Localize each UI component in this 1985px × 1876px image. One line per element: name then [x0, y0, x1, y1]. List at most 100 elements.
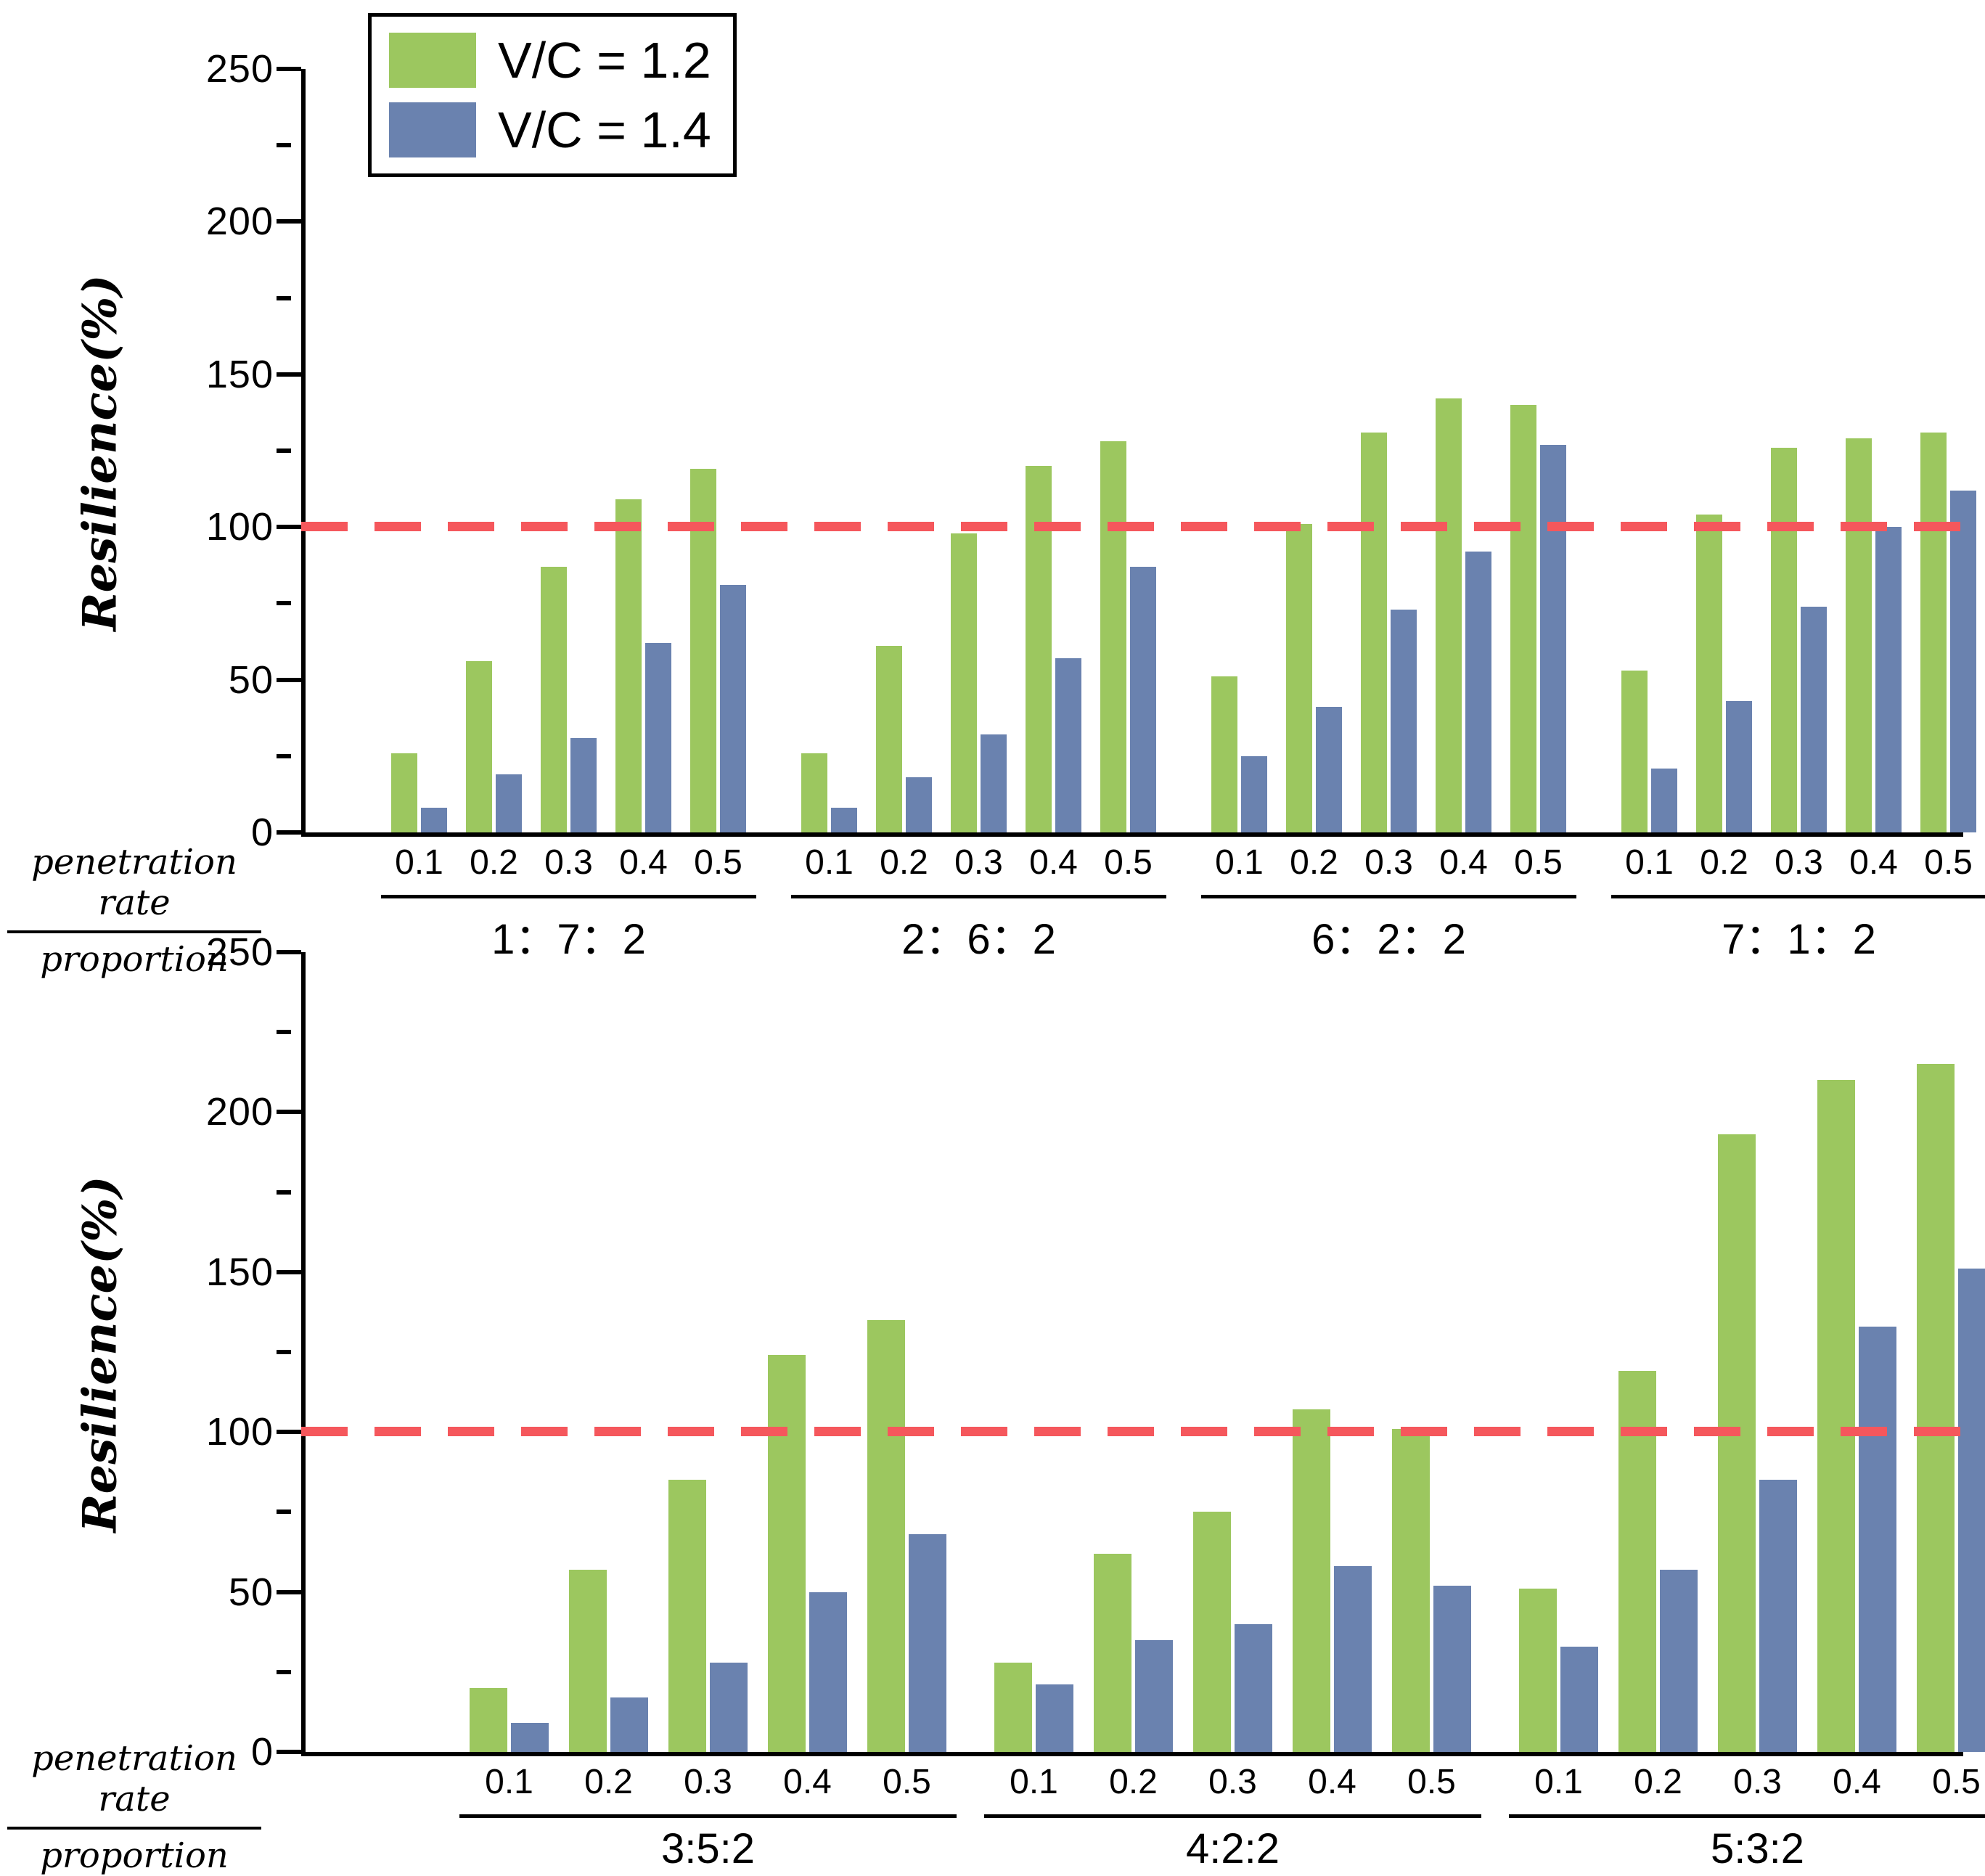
proportion-group: 0.1 0.2 0.3 0.4 0.5 2：6：2 — [791, 441, 1166, 963]
bar-vc14 — [1130, 566, 1156, 832]
group-proportion-label: 2：6：2 — [901, 916, 1056, 963]
bar-pair: 0.3 — [951, 533, 1007, 882]
bar-pair: 0.5 — [1917, 1064, 1985, 1801]
proportion-group: 0.1 0.2 0.3 0.4 0.5 7：1：2 — [1611, 432, 1985, 963]
bar-vc12 — [466, 661, 492, 832]
tick-mark — [277, 830, 301, 835]
penetration-rate-tick-label: 0.4 — [1029, 843, 1078, 882]
bar-pair: 0.3 — [668, 1480, 748, 1801]
legend-swatch-vc14-icon — [389, 102, 476, 157]
bar-pair: 0.2 — [876, 646, 932, 882]
penetration-rate-tick-label: 0.3 — [1733, 1763, 1782, 1801]
bar-vc14 — [1135, 1639, 1173, 1752]
tick-mark — [277, 601, 291, 606]
bar-vc12 — [1211, 676, 1237, 832]
group-underline — [1611, 895, 1985, 898]
bar-vc14 — [906, 777, 932, 832]
y-axis-tick-label: 250 — [205, 930, 274, 974]
penetration-rate-tick-label: 0.2 — [880, 843, 928, 882]
tick-mark — [277, 143, 291, 148]
bar-vc12 — [1718, 1134, 1756, 1752]
bar-vc14 — [496, 774, 522, 832]
penetration-rate-tick-label: 0.1 — [805, 843, 854, 882]
bar-vc14 — [570, 737, 597, 832]
bar-pair: 0.1 — [470, 1687, 549, 1801]
bar-vc12 — [1026, 466, 1052, 832]
bar-pair: 0.3 — [1193, 1512, 1272, 1801]
bar-vc14 — [1660, 1569, 1698, 1752]
tick-mark — [277, 1430, 301, 1435]
bar-pair: 0.2 — [569, 1569, 648, 1801]
bar-vc12 — [391, 753, 417, 832]
tick-mark — [277, 1189, 291, 1195]
bar-vc12 — [1100, 441, 1126, 832]
legend-label-vc12: V/C = 1.2 — [498, 32, 711, 89]
bar-vc14 — [981, 734, 1007, 832]
penetration-rate-tick-label: 0.4 — [783, 1763, 832, 1801]
group-underline — [984, 1814, 1481, 1818]
tick-mark — [277, 677, 301, 682]
bar-vc14 — [1950, 490, 1976, 832]
bar-pair: 0.5 — [1100, 441, 1156, 882]
reference-line-100 — [301, 522, 1963, 532]
bar-pair: 0.1 — [1211, 676, 1267, 882]
y-axis-tick-label: 250 — [205, 47, 274, 91]
bar-pair: 0.4 — [1293, 1409, 1372, 1801]
bar-pair: 0.4 — [1846, 438, 1902, 882]
penetration-rate-tick-label: 0.5 — [883, 1763, 931, 1801]
bar-vc14 — [831, 808, 857, 832]
group-underline — [1201, 895, 1576, 898]
bar-vc12 — [668, 1480, 706, 1752]
penetration-rate-tick-label: 0.2 — [1700, 843, 1748, 882]
y-axis-tick-label: 200 — [205, 200, 274, 244]
bar-vc14 — [1055, 658, 1081, 832]
penetration-rate-tick-label: 0.2 — [1634, 1763, 1682, 1801]
penetration-rate-tick-label: 0.4 — [1833, 1763, 1881, 1801]
bar-vc14 — [1433, 1585, 1471, 1752]
penetration-rate-tick-label: 0.3 — [684, 1763, 732, 1801]
tick-mark — [277, 1750, 301, 1754]
penetration-rate-tick-label: 0.1 — [485, 1763, 533, 1801]
bar-pair: 0.1 — [801, 753, 857, 882]
bar-vc12 — [801, 753, 827, 832]
bar-pair: 0.1 — [994, 1662, 1073, 1801]
bar-vc14 — [1726, 701, 1752, 832]
penetration-rate-tick-label: 0.5 — [694, 843, 742, 882]
bar-groups-row: 0.1 0.2 0.3 0.4 0.5 3:5:2 0.1 0.2 0.3 0.4 0.5 4:2:2… — [306, 952, 1985, 1872]
proportion-group: 0.1 0.2 0.3 0.4 0.5 1：7：2 — [381, 469, 756, 963]
penetration-rate-tick-label: 0.3 — [544, 843, 593, 882]
bar-vc12 — [867, 1319, 905, 1752]
y-axis-tick-label: 50 — [228, 1570, 274, 1614]
bar-vc14 — [710, 1662, 748, 1752]
bar-pair: 0.1 — [391, 753, 447, 882]
tick-mark — [277, 1030, 291, 1035]
bar-vc12 — [1436, 398, 1462, 832]
bar-vc12 — [541, 566, 567, 832]
legend-label-vc14: V/C = 1.4 — [498, 102, 711, 158]
legend-swatch-vc12-icon — [389, 33, 476, 88]
bar-pair: 0.4 — [1436, 398, 1491, 882]
penetration-rate-tick-label: 0.5 — [1924, 843, 1973, 882]
bar-pair: 0.5 — [1510, 404, 1566, 882]
bar-vc12 — [1510, 404, 1536, 832]
bar-pair: 0.2 — [1696, 515, 1752, 882]
bar-vc12 — [1696, 515, 1722, 832]
y-axis-tick-label: 150 — [205, 352, 274, 396]
bar-pair: 0.1 — [1519, 1589, 1598, 1801]
bar-pair: 0.5 — [1920, 432, 1976, 882]
bottom-y-axis-title: Resilience(%) — [73, 1176, 128, 1533]
proportion-group: 0.1 0.2 0.3 0.4 0.5 5:3:2 — [1509, 1064, 1985, 1872]
group-proportion-label: 6：2：2 — [1311, 916, 1466, 963]
tick-mark — [277, 1269, 301, 1274]
penetration-rate-tick-label: 0.1 — [1534, 1763, 1583, 1801]
bar-vc14 — [1651, 768, 1677, 832]
bar-vc14 — [1958, 1269, 1985, 1752]
tick-mark — [277, 525, 301, 530]
legend: V/C = 1.2 V/C = 1.4 — [368, 13, 737, 177]
y-axis-tick-label: 150 — [205, 1250, 274, 1294]
bar-pair: 0.4 — [1817, 1080, 1896, 1801]
group-proportion-label: 7：1：2 — [1722, 916, 1876, 963]
penetration-rate-label: penetration rate — [7, 1738, 261, 1830]
tick-mark — [277, 67, 301, 71]
